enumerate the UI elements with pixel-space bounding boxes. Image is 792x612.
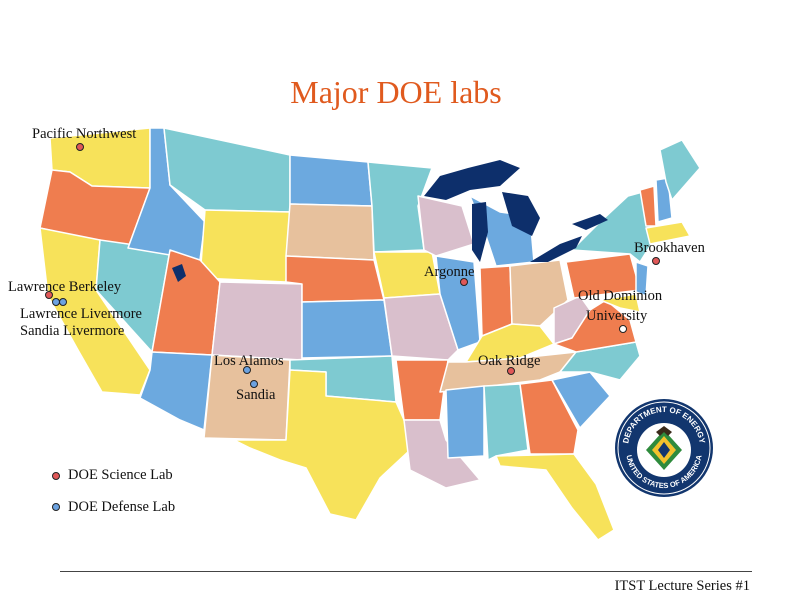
lake-erie — [530, 236, 582, 262]
marker-brookhaven — [652, 257, 660, 265]
state-kansas — [301, 299, 393, 359]
lake-huron — [502, 192, 540, 236]
footer-lecture-series: ITST Lecture Series #1 — [614, 578, 750, 594]
state-new-jersey — [635, 261, 649, 297]
label-los-alamos: Los Alamos — [214, 353, 284, 369]
state-illinois — [435, 255, 481, 351]
slide-title: Major DOE labs — [290, 74, 502, 110]
state-alabama — [483, 383, 529, 461]
state-maryland — [599, 293, 641, 313]
label-old-dominion-line1: Old Dominion — [578, 288, 663, 304]
doe-seal-logo: DEPARTMENT OF ENERGY UNITED STATES OF AM… — [615, 399, 713, 497]
legend-science-label: DOE Science Lab — [68, 467, 173, 483]
state-south-carolina — [551, 371, 611, 429]
footer-divider — [60, 571, 752, 572]
great-salt-lake — [172, 264, 186, 282]
state-missouri — [383, 293, 459, 361]
legend-defense-marker — [52, 503, 60, 511]
state-maine — [659, 139, 701, 201]
label-lawrence-berkeley: Lawrence Berkeley — [8, 279, 122, 295]
state-georgia — [519, 379, 579, 455]
label-sandia-livermore: Sandia Livermore — [20, 323, 125, 339]
lake-superior — [424, 160, 520, 200]
label-sandia: Sandia — [236, 387, 276, 403]
label-brookhaven: Brookhaven — [634, 240, 705, 256]
marker-pacific-northwest — [76, 143, 84, 151]
state-south-dakota — [285, 203, 375, 261]
state-louisiana — [403, 419, 481, 489]
marker-old-dominion — [619, 325, 627, 333]
label-lawrence-livermore: Lawrence Livermore — [20, 306, 142, 322]
state-wisconsin — [417, 195, 475, 257]
state-wyoming — [199, 209, 291, 283]
marker-lawrence-berkeley — [45, 291, 53, 299]
legend-defense-label: DOE Defense Lab — [68, 499, 176, 515]
marker-los-alamos — [243, 366, 251, 374]
marker-sandia — [250, 380, 258, 388]
marker-argonne — [460, 278, 468, 286]
label-pacific-northwest: Pacific Northwest — [32, 126, 137, 142]
state-virginia — [553, 299, 637, 353]
state-massachusetts — [645, 221, 691, 245]
lake-michigan — [472, 202, 488, 262]
state-north-dakota — [289, 154, 373, 207]
marker-oak-ridge — [507, 367, 515, 375]
label-oak-ridge: Oak Ridge — [478, 353, 541, 369]
state-arizona — [139, 351, 213, 431]
legend-science-marker — [52, 472, 60, 480]
lake-ontario — [572, 214, 608, 230]
label-old-dominion-line2: University — [586, 308, 648, 324]
state-florida — [495, 453, 615, 541]
label-argonne: Argonne — [424, 264, 475, 280]
marker-sandia-livermore — [59, 298, 67, 306]
state-texas — [233, 369, 411, 521]
state-mississippi — [445, 385, 485, 459]
state-colorado — [211, 281, 303, 361]
